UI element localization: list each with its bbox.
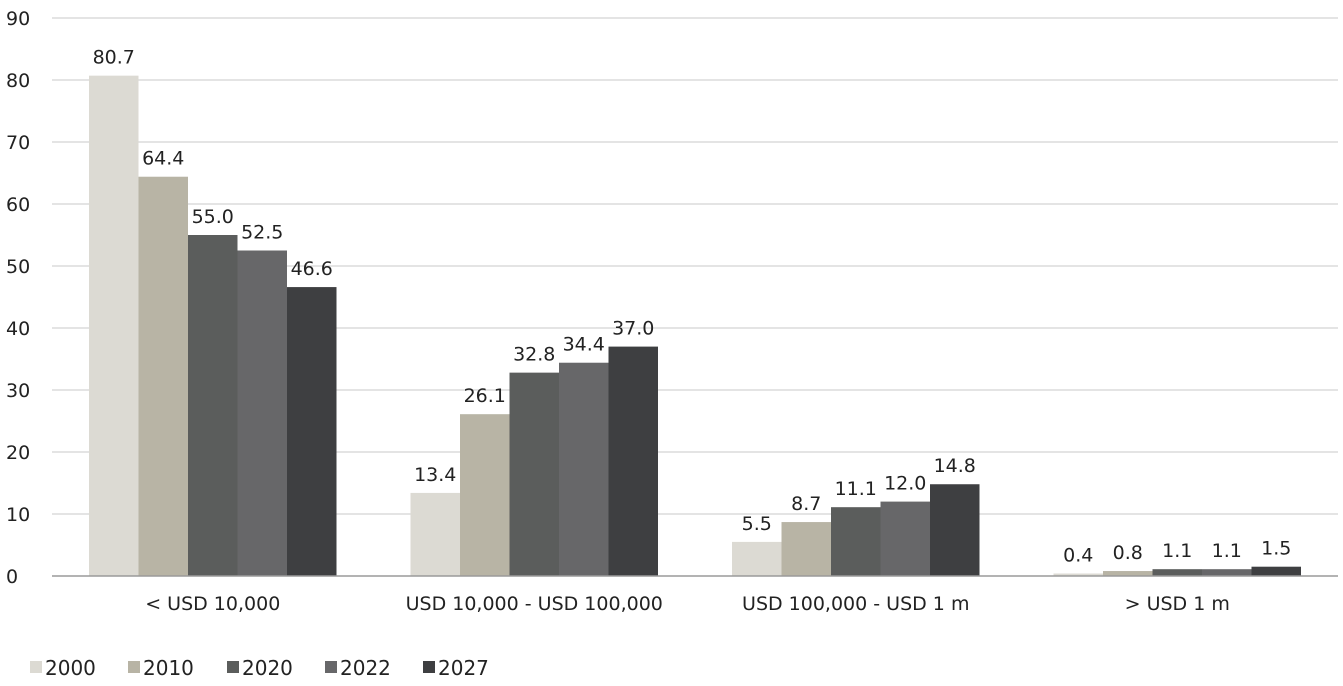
legend-item-2027: 2027 [423,656,489,680]
legend-item-2010: 2010 [128,656,194,680]
data-label: 52.5 [241,222,283,244]
data-label: 8.7 [791,493,821,515]
data-label: 80.7 [93,47,135,69]
bar-2027 [930,484,980,576]
bar-2020 [188,235,238,576]
bar-2022 [559,362,609,576]
bars [89,75,1301,576]
data-label: 1.5 [1261,538,1291,560]
data-label: 1.1 [1162,540,1192,562]
data-label: 11.1 [835,478,877,500]
legend-label: 2000 [45,656,96,680]
bar-2010 [460,414,510,576]
y-tick-label: 20 [6,442,30,464]
legend: 2000 2010 2020 2022 2027 [30,656,489,680]
data-label: 13.4 [414,464,456,486]
data-label: 0.8 [1113,542,1143,564]
x-category-label: USD 100,000 - USD 1 m [742,593,969,615]
data-labels: 80.7 64.4 55.0 52.5 46.6 13.4 26.1 32.8 34.4 37.0… [93,47,1292,567]
data-label: 5.5 [742,513,772,535]
bar-2010 [1103,571,1153,576]
data-label: 26.1 [464,385,506,407]
bar-2027 [608,346,658,576]
legend-item-2022: 2022 [325,656,391,680]
bar-2010 [138,176,188,576]
legend-swatch [227,661,239,673]
bar-2000 [732,541,782,576]
legend-swatch [128,661,140,673]
data-label: 32.8 [513,344,555,366]
bar-2022 [880,501,930,576]
legend-swatch [30,661,42,673]
bar-2022 [237,250,287,576]
y-tick-label: 40 [6,318,30,340]
data-label: 64.4 [142,148,184,170]
data-label: 55.0 [192,206,234,228]
x-category-label: USD 10,000 - USD 100,000 [406,593,663,615]
bar-2027 [287,287,337,576]
data-label: 0.4 [1063,545,1093,567]
y-tick-label: 50 [6,256,30,278]
bar-2027 [1251,566,1301,576]
bar-2000 [89,75,139,576]
x-category-label: < USD 10,000 [145,593,280,615]
bar-2022 [1202,569,1252,576]
y-tick-label: 0 [6,566,18,588]
legend-item-2000: 2000 [30,656,96,680]
data-label: 37.0 [612,318,654,340]
legend-label: 2020 [242,656,293,680]
legend-label: 2027 [438,656,489,680]
y-axis-ticks: 0 10 20 30 40 50 60 70 80 90 [6,8,30,588]
data-label: 34.4 [563,334,605,356]
bar-2020 [509,372,559,576]
y-tick-label: 60 [6,194,30,216]
data-label: 1.1 [1212,540,1242,562]
bar-2000 [1053,573,1103,576]
y-tick-label: 80 [6,70,30,92]
legend-item-2020: 2020 [227,656,293,680]
bar-2020 [831,507,881,576]
bar-2010 [781,522,831,576]
x-category-label: > USD 1 m [1125,593,1230,615]
y-tick-label: 10 [6,504,30,526]
legend-label: 2022 [340,656,391,680]
bar-2020 [1152,569,1202,576]
y-tick-label: 30 [6,380,30,402]
data-label: 14.8 [934,455,976,477]
legend-swatch [325,661,337,673]
data-label: 12.0 [884,473,926,495]
x-axis-categories: < USD 10,000 USD 10,000 - USD 100,000 USD … [145,593,1230,615]
legend-label: 2010 [143,656,194,680]
y-tick-label: 70 [6,132,30,154]
bar-2000 [410,492,460,576]
legend-swatch [423,661,435,673]
data-label: 46.6 [291,258,333,280]
y-tick-label: 90 [6,8,30,30]
